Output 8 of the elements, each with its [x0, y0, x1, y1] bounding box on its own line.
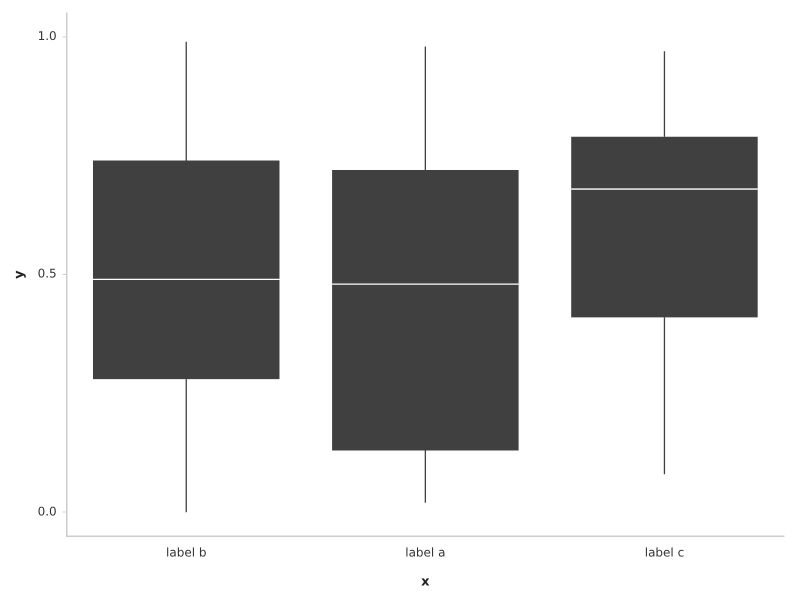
x-axis-title: x [421, 574, 430, 590]
y-tick-label: 0.0 [38, 504, 57, 518]
y-axis-title: y [12, 270, 28, 279]
y-tick-label: 1.0 [38, 29, 57, 44]
y-tick-label: 0.5 [38, 266, 57, 281]
x-tick-label: label a [405, 545, 446, 560]
x-tick-label: label b [166, 545, 206, 560]
x-tick-label: label c [644, 545, 684, 560]
